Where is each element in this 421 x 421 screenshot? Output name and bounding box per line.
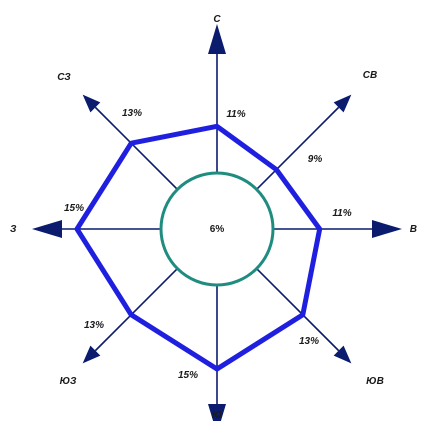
value-label-s: 15% [178,370,198,381]
value-label-ne: 9% [308,154,323,165]
value-label-n: 11% [226,109,245,120]
axis-arrow-n [208,24,226,54]
value-label-nw: 13% [122,108,142,119]
value-label-se: 13% [299,336,319,347]
direction-label-n: С [213,14,221,25]
direction-label-se: ЮВ [366,376,384,387]
calm-label: 6% [210,224,225,235]
axis-arrow-w [32,220,62,238]
value-label-w: 15% [64,203,84,214]
axis-arrow-e [372,220,402,238]
direction-label-e: В [410,224,417,235]
direction-label-nw: СЗ [57,72,71,83]
direction-label-w: З [10,224,17,235]
value-label-e: 11% [332,208,351,219]
direction-label-sw: ЮЗ [60,376,77,387]
value-label-sw: 13% [84,320,104,331]
direction-label-s: Ю [212,410,222,421]
direction-label-ne: СВ [363,70,377,81]
